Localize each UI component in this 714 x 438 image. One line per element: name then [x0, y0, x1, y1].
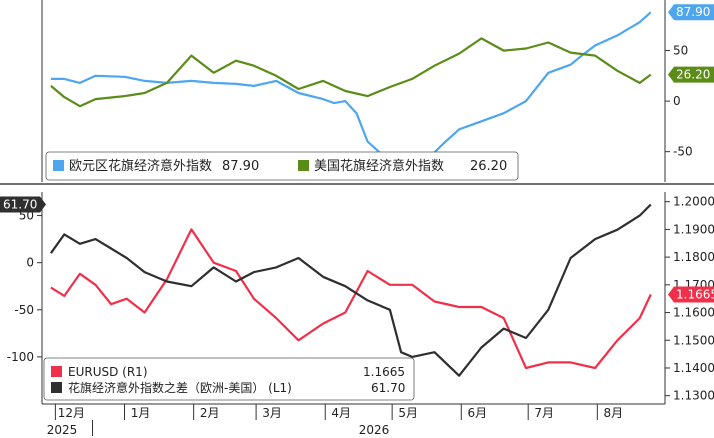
top-legend-label-eurozone: 欧元区花旗经济意外指数 [69, 158, 212, 174]
bottom-legend-label-diff: 花旗经济意外指数之差（欧洲-美国） (L1) [68, 380, 292, 395]
x-tick-label: 6月 [467, 406, 487, 420]
bottom-left-y-tick-label: 0 [26, 256, 34, 270]
top-y-tick-label: -50 [673, 145, 693, 159]
x-tick-label: 8月 [604, 406, 624, 420]
bottom-legend-swatch-eurusd [51, 366, 62, 377]
bottom-left-y-tick-label: -50 [14, 303, 34, 317]
top-legend-value-us: 26.20 [470, 159, 507, 174]
bottom-right-y-tick-label: 1.1900 [673, 222, 714, 236]
x-year-label: 2026 [359, 423, 390, 437]
x-tick-label: 7月 [534, 406, 554, 420]
x-year-label: 2025 [47, 423, 78, 437]
surprise-diff-line [50, 203, 652, 377]
bottom-right-y-tick-label: 1.1400 [673, 361, 714, 375]
x-tick-label: 2月 [200, 406, 220, 420]
eurozone-last-value-label: 87.90 [676, 5, 710, 19]
us-last-value-label: 26.20 [676, 68, 710, 82]
bottom-right-y-tick-label: 1.1800 [673, 250, 714, 264]
top-legend: 欧元区花旗经济意外指数 87.90 美国花旗经济意外指数 26.20 [45, 151, 519, 181]
top-y-tick-label: 0 [673, 94, 681, 108]
diff-last-value-label-bg [0, 196, 46, 213]
bottom-legend-label-eurusd: EURUSD (R1) [68, 365, 148, 379]
top-legend-value-eurozone: 87.90 [222, 159, 259, 174]
bottom-legend-swatch-diff [51, 382, 62, 393]
x-tick-label: 3月 [262, 406, 282, 420]
x-tick-label: 4月 [331, 406, 351, 420]
top-legend-swatch-eurozone [53, 160, 64, 171]
series-end-labels: 87.90 26.20 1.1665 61.70 [0, 4, 714, 303]
eurozone-last-value-label-bg [668, 4, 714, 21]
bottom-legend-box [43, 357, 415, 401]
top-legend-box [45, 151, 519, 181]
us-surprise-line [50, 37, 652, 108]
bottom-legend-value-eurusd: 1.1665 [363, 365, 405, 379]
eurusd-line [50, 228, 652, 370]
us-last-value-label-bg [668, 66, 714, 83]
top-panel-series [50, 11, 652, 171]
x-tick-label: 12月 [58, 406, 85, 420]
eurusd-last-value-label: 1.1665 [676, 288, 714, 302]
x-tick-label: 5月 [398, 406, 418, 420]
bottom-right-y-tick-label: 1.1600 [673, 306, 714, 320]
eurozone-surprise-line [50, 11, 652, 171]
top-y-tick-label: 50 [673, 44, 688, 58]
bottom-right-y-tick-label: 1.2000 [673, 195, 714, 209]
top-legend-label-us: 美国花旗经济意外指数 [314, 158, 444, 174]
bottom-right-y-tick-label: 1.1300 [673, 389, 714, 403]
bottom-legend: EURUSD (R1) 1.1665 花旗经济意外指数之差（欧洲-美国） (L1… [43, 357, 415, 401]
top-legend-swatch-us [298, 160, 309, 171]
bottom-panel-series [50, 203, 652, 377]
bottom-left-y-tick-label: -100 [7, 350, 34, 364]
x-tick-label: 1月 [131, 406, 151, 420]
bottom-legend-value-diff: 61.70 [371, 381, 405, 395]
bottom-right-y-tick-label: 1.1500 [673, 333, 714, 347]
diff-last-value-label: 61.70 [3, 198, 37, 212]
eurusd-last-value-label-bg [668, 286, 714, 303]
